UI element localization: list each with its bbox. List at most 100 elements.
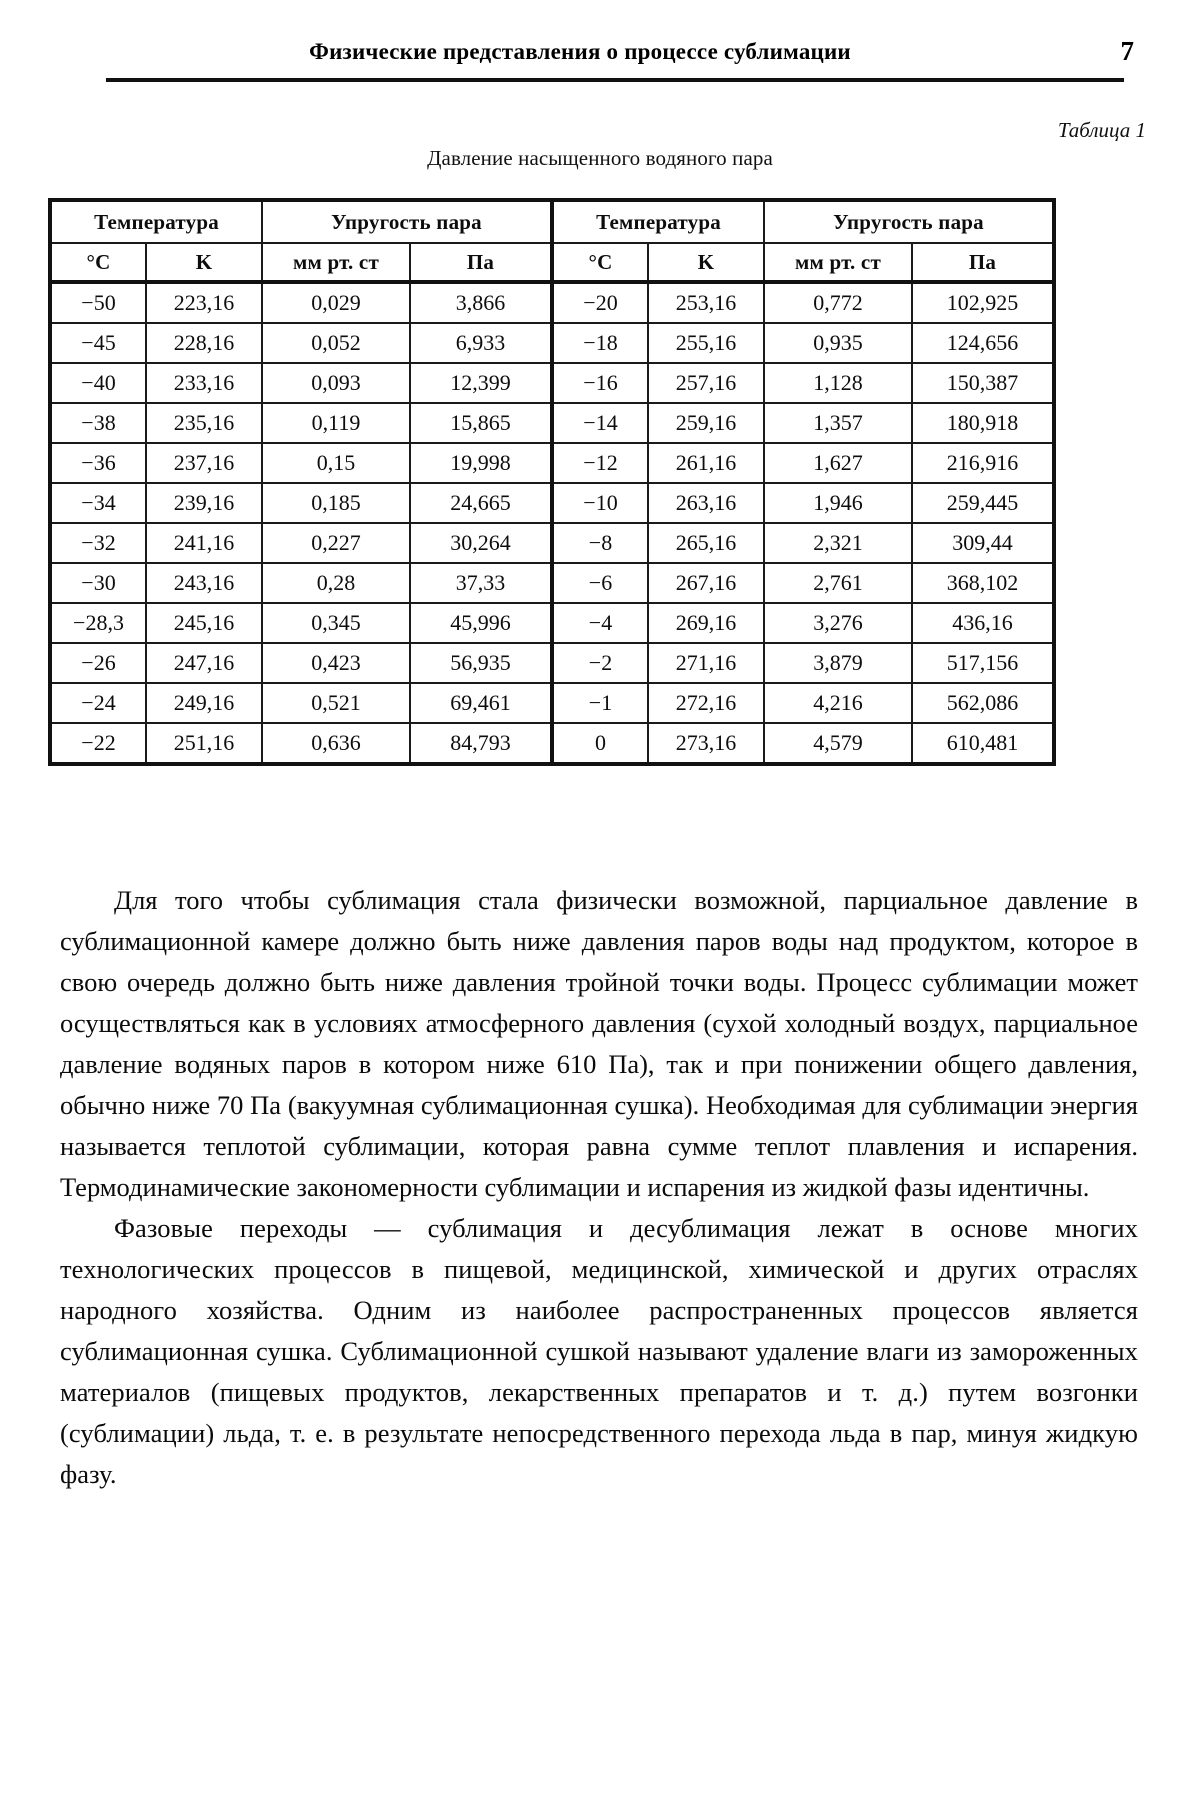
- table-cell: 255,16: [647, 322, 765, 364]
- table-cell: −22: [49, 722, 147, 765]
- table-cell: 269,16: [647, 602, 765, 644]
- table-cell: 216,916: [911, 442, 1055, 484]
- table-cell: 124,656: [911, 322, 1055, 364]
- table-cell: 0: [550, 722, 649, 765]
- table-cell: −6: [550, 562, 649, 604]
- table-cell: 0,521: [261, 682, 411, 724]
- table-row: −38 235,16 0,119 15,865 −14 259,16 1,357 180,91…: [49, 402, 1055, 444]
- table-cell: 243,16: [145, 562, 263, 604]
- table-cell: −38: [49, 402, 147, 444]
- table-cell: −10: [550, 482, 649, 524]
- paragraph-2: Фазовые переходы — сублимация и десублим…: [60, 1213, 1138, 1489]
- unit-header-celsius-1: °C: [49, 242, 147, 284]
- table-cell: 245,16: [145, 602, 263, 644]
- table-cell: 69,461: [409, 682, 553, 724]
- table-row: −40 233,16 0,093 12,399 −16 257,16 1,128 150,38…: [49, 362, 1055, 404]
- table-cell: −40: [49, 362, 147, 404]
- table-cell: −2: [550, 642, 649, 684]
- group-header-pressure-1: Упругость пара: [261, 199, 553, 244]
- table-cell: 15,865: [409, 402, 553, 444]
- table-cell: −28,3: [49, 602, 147, 644]
- unit-header-mmhg-1: мм рт. ст: [261, 242, 411, 284]
- table-cell: −34: [49, 482, 147, 524]
- table-cell: 3,276: [763, 602, 913, 644]
- table-cell: 259,445: [911, 482, 1055, 524]
- table-cell: −8: [550, 522, 649, 564]
- group-header-temperature-2: Температура: [550, 199, 765, 244]
- group-header-pressure-2: Упругость пара: [763, 199, 1055, 244]
- table-cell: 0,185: [261, 482, 411, 524]
- running-head: Физические представления о процессе субл…: [60, 36, 1140, 82]
- running-head-title: Физические представления о процессе субл…: [309, 39, 851, 64]
- unit-header-mmhg-2: мм рт. ст: [763, 242, 913, 284]
- table-cell: 4,579: [763, 722, 913, 765]
- table-cell: 2,761: [763, 562, 913, 604]
- table-cell: 239,16: [145, 482, 263, 524]
- table-cell: 0,052: [261, 322, 411, 364]
- table-cell: −50: [49, 281, 147, 324]
- table-group-header-row: Температура Упругость пара Температура У…: [49, 199, 1055, 244]
- table-cell: −45: [49, 322, 147, 364]
- table-cell: 368,102: [911, 562, 1055, 604]
- table-row: −30 243,16 0,28 37,33 −6 267,16 2,761 368,102: [49, 562, 1055, 604]
- table-cell: 45,996: [409, 602, 553, 644]
- table-cell: 24,665: [409, 482, 553, 524]
- unit-header-pascal-2: Па: [911, 242, 1055, 284]
- table-cell: 249,16: [145, 682, 263, 724]
- table-cell: 261,16: [647, 442, 765, 484]
- body-text: Для того чтобы сублимация стала физическ…: [60, 880, 1138, 1495]
- table-cell: 0,345: [261, 602, 411, 644]
- paragraph-1: Для того чтобы сублимация стала физическ…: [60, 885, 1138, 1202]
- table-cell: 0,28: [261, 562, 411, 604]
- table-cell: −30: [49, 562, 147, 604]
- table-cell: 3,866: [409, 281, 553, 324]
- table-cell: −14: [550, 402, 649, 444]
- table-cell: −26: [49, 642, 147, 684]
- page-number: 7: [1120, 36, 1135, 66]
- table-cell: 0,15: [261, 442, 411, 484]
- table-head: Температура Упругость пара Температура У…: [49, 199, 1055, 284]
- table-cell: 253,16: [647, 281, 765, 324]
- header-rule: [106, 78, 1124, 82]
- table-cell: 223,16: [145, 281, 263, 324]
- table-cell: 37,33: [409, 562, 553, 604]
- table-cell: 1,357: [763, 402, 913, 444]
- table-cell: −16: [550, 362, 649, 404]
- table-cell: 19,998: [409, 442, 553, 484]
- unit-header-pascal-1: Па: [409, 242, 553, 284]
- table-cell: 271,16: [647, 642, 765, 684]
- table-cell: 309,44: [911, 522, 1055, 564]
- table-cell: 235,16: [145, 402, 263, 444]
- table-cell: 0,423: [261, 642, 411, 684]
- table-cell: 1,128: [763, 362, 913, 404]
- table-cell: 1,946: [763, 482, 913, 524]
- table-cell: 233,16: [145, 362, 263, 404]
- table-cell: 0,093: [261, 362, 411, 404]
- table-cell: 436,16: [911, 602, 1055, 644]
- table-row: −50 223,16 0,029 3,866 −20 253,16 0,772 102,925: [49, 281, 1055, 324]
- vapor-pressure-table-wrapper: Температура Упругость пара Температура У…: [48, 198, 1056, 766]
- table-cell: 257,16: [647, 362, 765, 404]
- table-cell: 259,16: [647, 402, 765, 444]
- table-cell: 0,227: [261, 522, 411, 564]
- table-cell: 228,16: [145, 322, 263, 364]
- table-cell: 517,156: [911, 642, 1055, 684]
- table-cell: 241,16: [145, 522, 263, 564]
- table-cell: 263,16: [647, 482, 765, 524]
- table-cell: 562,086: [911, 682, 1055, 724]
- table-cell: −1: [550, 682, 649, 724]
- table-row: −34 239,16 0,185 24,665 −10 263,16 1,946 259,44…: [49, 482, 1055, 524]
- vapor-pressure-table: Температура Упругость пара Температура У…: [48, 198, 1056, 766]
- table-cell: −32: [49, 522, 147, 564]
- table-row: −36 237,16 0,15 19,998 −12 261,16 1,627 216,916: [49, 442, 1055, 484]
- table-cell: −18: [550, 322, 649, 364]
- table-cell: 56,935: [409, 642, 553, 684]
- table-cell: −20: [550, 281, 649, 324]
- table-cell: 237,16: [145, 442, 263, 484]
- table-cell: 0,935: [763, 322, 913, 364]
- table-cell: 2,321: [763, 522, 913, 564]
- table-cell: 180,918: [911, 402, 1055, 444]
- unit-header-celsius-2: °C: [550, 242, 649, 284]
- table-cell: 3,879: [763, 642, 913, 684]
